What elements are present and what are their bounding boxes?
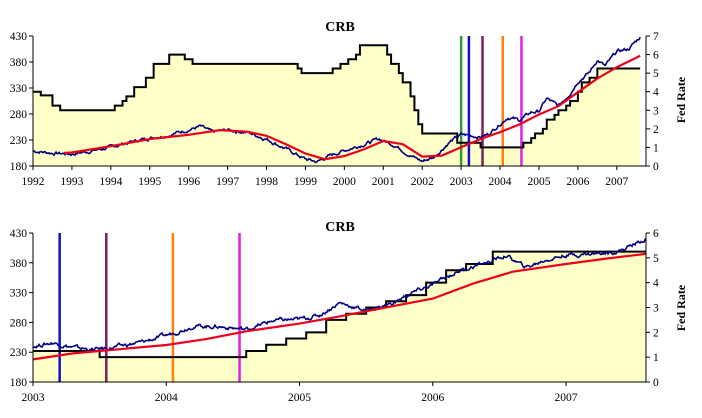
bottom-y-tick-label: 230	[10, 347, 28, 359]
top-y-tick-label: 280	[10, 109, 28, 121]
bottom-chart-panel: CRB Fed Rate	[325, 220, 688, 331]
top-chart-title: CRB	[325, 20, 355, 35]
bottom-x-tick-label: 2004	[155, 392, 178, 404]
top-x-tick-label: 1997	[216, 176, 239, 188]
top-y2-tick-label: 1	[653, 142, 659, 154]
top-y-tick-label: 180	[10, 161, 28, 173]
top-x-tick-label: 2003	[450, 176, 473, 188]
bottom-y-tick-label: 430	[10, 228, 28, 240]
bottom-y2-tick-label: 6	[653, 228, 659, 240]
bottom-y-tick-label: 180	[10, 377, 28, 389]
top-x-tick-label: 2000	[333, 176, 356, 188]
bottom-x-tick-label: 2005	[288, 392, 311, 404]
bottom-y-tick-label: 380	[10, 258, 28, 270]
top-x-tick-label: 1998	[255, 176, 278, 188]
top-y-tick-label: 230	[10, 135, 28, 147]
bottom-plot: 180 230 280 330 380 430 0 1 2 3 4 5 6 2003 2004 2005 200…	[10, 228, 659, 404]
top-x-tick-label: 2002	[411, 176, 434, 188]
top-fed-rate-line	[33, 44, 641, 149]
top-y-tick-label: 430	[10, 31, 28, 43]
bottom-chart-y2-axis-label: Fed Rate	[674, 284, 688, 331]
top-x-tick-label: 1993	[60, 176, 83, 188]
top-x-tick-label: 2004	[489, 176, 512, 188]
bottom-chart-title: CRB	[325, 220, 355, 235]
top-y2-tick-label: 5	[653, 68, 659, 80]
top-moving-average-line	[64, 54, 641, 161]
top-chart-y2-axis-label: Fed Rate	[674, 76, 688, 123]
top-x-tick-label: 1995	[138, 176, 161, 188]
top-y2-tick-label: 4	[653, 87, 659, 99]
bottom-x-tick-label: 2003	[22, 392, 45, 404]
top-x-tick-label: 2001	[372, 176, 395, 188]
bottom-y2-tick-label: 3	[653, 303, 659, 315]
top-y-tick-label: 330	[10, 83, 28, 95]
top-x-tick-label: 2006	[566, 176, 589, 188]
top-y2-tick-label: 2	[653, 124, 659, 136]
bottom-crb-price-line	[32, 238, 647, 353]
top-y2-tick-label: 6	[653, 50, 659, 62]
bottom-y-tick-label: 330	[10, 288, 28, 300]
top-chart-panel: CRB Fed Rate	[325, 20, 688, 123]
top-x-tick-label: 1994	[99, 176, 122, 188]
bottom-y2-tick-label: 4	[653, 278, 659, 290]
bottom-y2-tick-label: 2	[653, 327, 659, 339]
bottom-x-tick-label: 2006	[421, 392, 444, 404]
top-plot: 180 230 280 330 380 430 0 1 2 3 4 5 6 7 1992 1993 1994 19…	[10, 31, 659, 188]
bottom-y2-tick-label: 5	[653, 253, 659, 265]
bottom-moving-average-line	[32, 252, 647, 361]
bottom-y2-tick-label: 1	[653, 352, 659, 364]
bottom-fed-rate-area	[33, 251, 646, 382]
top-y2-tick-label: 0	[653, 161, 659, 173]
top-crb-price-line	[33, 36, 641, 164]
top-y2-tick-label: 3	[653, 105, 659, 117]
bottom-fed-rate-line	[33, 250, 646, 359]
bottom-y-tick-label: 280	[10, 317, 28, 329]
bottom-y2-tick-label: 0	[653, 377, 659, 389]
top-fed-rate-area	[33, 45, 641, 166]
top-x-tick-label: 1996	[177, 176, 200, 188]
top-y2-tick-label: 7	[653, 31, 659, 43]
top-x-tick-label: 1992	[22, 176, 45, 188]
bottom-x-tick-label: 2007	[555, 392, 578, 404]
top-x-tick-label: 2005	[527, 176, 550, 188]
top-y-tick-label: 380	[10, 57, 28, 69]
top-x-tick-label: 2007	[605, 176, 628, 188]
top-x-tick-label: 1999	[294, 176, 317, 188]
